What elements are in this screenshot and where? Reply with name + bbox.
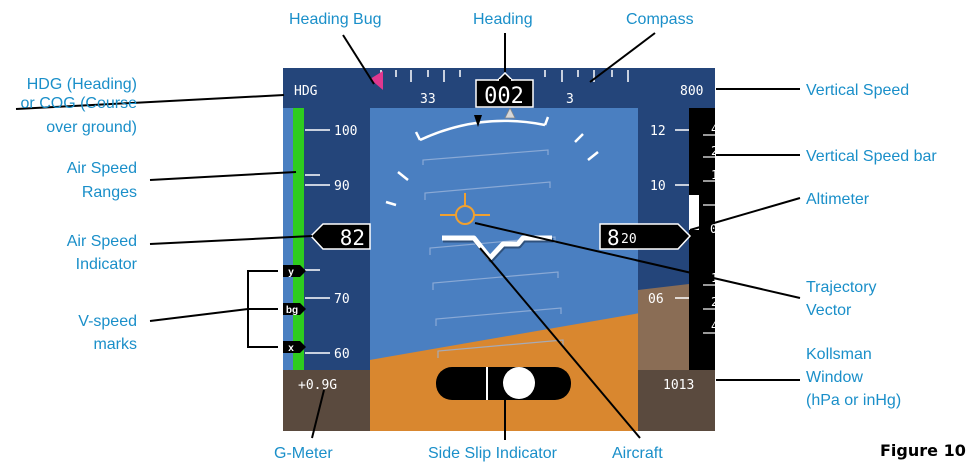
callout-kollsman-line3: (hPa or inHg) bbox=[806, 392, 901, 409]
slip-ball-icon bbox=[503, 367, 535, 399]
side-slip-indicator bbox=[436, 367, 571, 400]
vertical-speed-indicator bbox=[689, 195, 699, 230]
callout-vspeed-line2: marks bbox=[93, 336, 137, 353]
callout-side-slip: Side Slip Indicator bbox=[428, 445, 558, 462]
aircraft-symbol-icon bbox=[442, 235, 553, 263]
altitude-label-12: 12 bbox=[650, 124, 666, 139]
svg-text:y: y bbox=[288, 267, 294, 278]
vspeed-mark-bg: bg bbox=[283, 303, 306, 316]
vs-label-4-up: 4 bbox=[711, 122, 718, 136]
heading-readout: 002 bbox=[475, 71, 534, 109]
compass-label-3: 3 bbox=[566, 92, 574, 107]
heading-value: 002 bbox=[484, 84, 524, 109]
roll-index-icon bbox=[504, 107, 516, 119]
callout-labels: Heading Bug Heading Compass HDG (Heading… bbox=[21, 11, 966, 462]
airspeed-label-100: 100 bbox=[334, 124, 357, 139]
bank-pointer-icon bbox=[474, 115, 482, 127]
callout-hdg-line3: over ground) bbox=[46, 119, 137, 136]
vs-label-0: 0 bbox=[710, 222, 717, 236]
hdg-mode-label: HDG bbox=[294, 84, 318, 99]
pitch-ladder bbox=[422, 149, 564, 358]
callout-vspeed-line1: V-speed bbox=[78, 313, 137, 330]
vs-label-4-down: 4 bbox=[711, 319, 718, 333]
airspeed-value: 82 bbox=[340, 226, 365, 250]
altitude-tape-ground bbox=[638, 284, 689, 378]
callout-airspeed-indicator-line2: Indicator bbox=[76, 256, 138, 273]
altitude-value-large: 8 bbox=[607, 226, 620, 250]
callout-hdg-line2: or COG (Course bbox=[21, 95, 138, 112]
altitude-value-small: 20 bbox=[621, 232, 637, 247]
vspeed-mark-x: x bbox=[283, 341, 306, 354]
airspeed-label-60: 60 bbox=[334, 347, 350, 362]
vs-label-2-down: 2 bbox=[711, 295, 718, 309]
svg-text:x: x bbox=[288, 343, 294, 354]
callout-hdg-line1: HDG (Heading) bbox=[27, 76, 137, 93]
callout-vertical-speed: Vertical Speed bbox=[806, 82, 909, 99]
callout-heading-bug: Heading Bug bbox=[289, 11, 382, 28]
compass-label-33: 33 bbox=[420, 92, 436, 107]
g-meter-box bbox=[283, 370, 370, 431]
vs-label-2-up: 2 bbox=[711, 144, 718, 158]
callout-kollsman-line1: Kollsman bbox=[806, 346, 872, 363]
callout-altimeter: Altimeter bbox=[806, 191, 870, 208]
callout-aircraft: Aircraft bbox=[612, 445, 663, 462]
callout-trajectory-line2: Vector bbox=[806, 302, 852, 319]
airspeed-readout: 82 bbox=[309, 223, 371, 250]
callout-leaders bbox=[15, 32, 801, 440]
vertical-speed-value: 800 bbox=[680, 84, 703, 99]
primary-flight-display: HDG 33 3 002 800 100 90 70 60 bbox=[283, 68, 718, 431]
vspeed-mark-y: y bbox=[283, 265, 306, 278]
vertical-speed-bar bbox=[689, 108, 715, 370]
kollsman-box[interactable] bbox=[638, 370, 715, 431]
callout-airspeed-ranges-line2: Ranges bbox=[82, 184, 137, 201]
trajectory-vector-icon bbox=[440, 193, 490, 225]
g-meter-value: +0.9G bbox=[298, 378, 337, 393]
callout-trajectory-line1: Trajectory bbox=[806, 279, 877, 296]
callout-airspeed-ranges-line1: Air Speed bbox=[67, 160, 137, 177]
airspeed-label-70: 70 bbox=[334, 292, 350, 307]
vertical-speed-box bbox=[638, 68, 715, 108]
altitude-label-10: 10 bbox=[650, 179, 666, 194]
altitude-label-06: 06 bbox=[648, 292, 664, 307]
figure-label: Figure 10 bbox=[880, 441, 966, 460]
svg-text:bg: bg bbox=[286, 305, 298, 316]
vs-bar-ticks bbox=[703, 134, 715, 334]
callout-vertical-speed-bar: Vertical Speed bar bbox=[806, 148, 937, 165]
bank-scale bbox=[385, 116, 599, 207]
bank-arc bbox=[419, 119, 546, 142]
airspeed-ticks bbox=[305, 129, 330, 354]
vs-label-1-up: 1 bbox=[711, 168, 718, 182]
airspeed-range-bar bbox=[293, 108, 304, 370]
kollsman-value: 1013 bbox=[663, 378, 694, 393]
heading-bug-icon[interactable] bbox=[370, 71, 383, 90]
callout-kollsman-line2: Window bbox=[806, 369, 863, 386]
callout-airspeed-indicator-line1: Air Speed bbox=[67, 233, 137, 250]
callout-compass: Compass bbox=[626, 11, 694, 28]
callout-heading: Heading bbox=[473, 11, 533, 28]
callout-g-meter: G-Meter bbox=[274, 445, 333, 462]
altitude-ticks bbox=[675, 129, 690, 299]
altitude-readout: 8 20 bbox=[599, 223, 692, 250]
airspeed-label-90: 90 bbox=[334, 179, 350, 194]
